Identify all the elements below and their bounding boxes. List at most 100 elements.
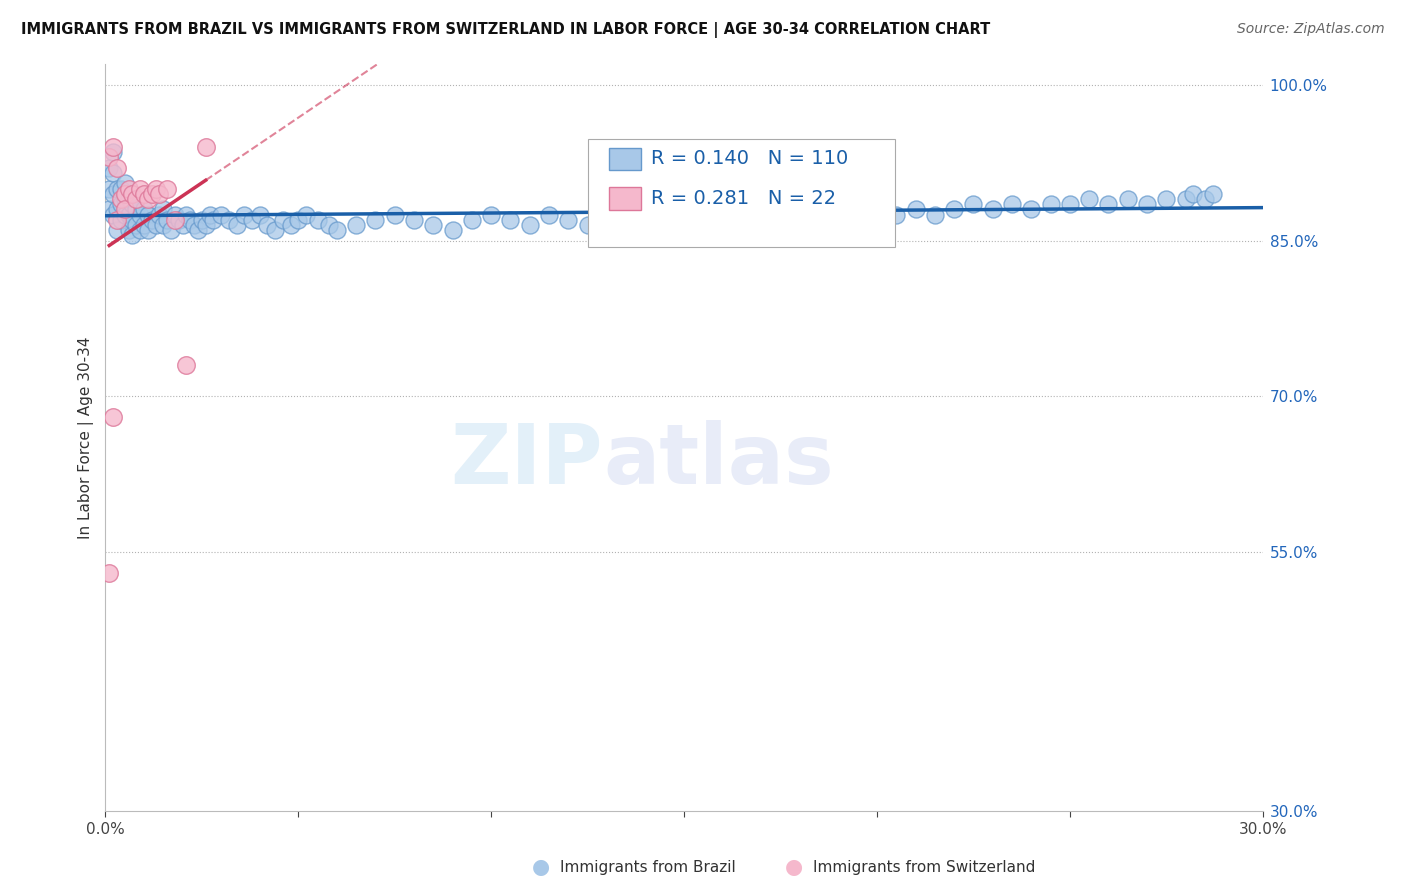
Point (98, 151, 121, 165)
Point (156, 212, 179, 227)
Point (711, 212, 734, 227)
Point (129, 208, 152, 222)
Text: ●: ● (533, 857, 550, 877)
Point (1078, 192, 1101, 206)
Point (132, 218, 155, 232)
Point (101, 186, 124, 201)
Point (249, 208, 271, 222)
Point (136, 208, 159, 222)
Point (256, 218, 278, 232)
Point (344, 218, 367, 232)
Point (176, 208, 198, 222)
Point (634, 218, 657, 232)
Point (114, 186, 136, 201)
Text: Source: ZipAtlas.com: Source: ZipAtlas.com (1237, 22, 1385, 37)
Point (209, 208, 232, 222)
Point (163, 212, 186, 227)
Point (121, 186, 143, 201)
Point (101, 166, 124, 180)
Point (121, 212, 143, 227)
Point (884, 208, 907, 222)
Text: R = 0.281   N = 22: R = 0.281 N = 22 (651, 189, 835, 208)
Point (384, 208, 406, 222)
Point (110, 197, 132, 211)
Point (98, 161, 121, 175)
Point (145, 181, 167, 195)
Point (1059, 197, 1081, 211)
Point (129, 181, 152, 195)
Point (136, 223, 159, 237)
Point (981, 202, 1004, 217)
Point (654, 208, 676, 222)
Point (117, 223, 139, 237)
Point (125, 192, 148, 206)
Point (1194, 192, 1216, 206)
Point (218, 212, 240, 227)
Point (295, 208, 318, 222)
Point (904, 202, 927, 217)
Point (98, 181, 121, 195)
Point (924, 208, 946, 222)
Text: atlas: atlas (603, 419, 834, 500)
Point (145, 218, 167, 232)
Point (866, 202, 889, 217)
Point (1201, 186, 1223, 201)
Point (198, 208, 221, 222)
Point (846, 208, 869, 222)
Point (176, 358, 198, 372)
Point (179, 212, 201, 227)
Point (769, 208, 792, 222)
Point (114, 192, 136, 206)
Text: ZIP: ZIP (450, 419, 603, 500)
Point (105, 202, 128, 217)
Point (827, 202, 849, 217)
Text: R = 0.140   N = 110: R = 0.140 N = 110 (651, 150, 848, 169)
Point (1116, 192, 1139, 206)
Point (731, 208, 754, 222)
Point (148, 208, 170, 222)
Point (194, 140, 217, 154)
Point (101, 145, 124, 160)
Point (233, 208, 256, 222)
Point (1021, 202, 1043, 217)
Point (163, 208, 186, 222)
Text: ●: ● (786, 857, 803, 877)
Point (183, 218, 205, 232)
Point (148, 186, 170, 201)
Point (673, 212, 696, 227)
Point (749, 202, 772, 217)
Point (422, 218, 444, 232)
Point (1174, 192, 1197, 206)
Point (519, 218, 541, 232)
Point (141, 212, 163, 227)
Point (225, 218, 247, 232)
Point (105, 212, 128, 227)
Point (98, 202, 121, 217)
Point (160, 223, 183, 237)
Point (191, 212, 214, 227)
Point (125, 218, 148, 232)
Point (121, 228, 143, 243)
Point (101, 208, 124, 222)
Point (240, 212, 263, 227)
Point (1039, 197, 1062, 211)
Point (962, 197, 984, 211)
Point (1182, 186, 1205, 201)
Point (136, 192, 159, 206)
Point (307, 212, 329, 227)
Point (125, 202, 148, 217)
Text: Immigrants from Brazil: Immigrants from Brazil (560, 860, 735, 874)
Point (187, 223, 209, 237)
Point (287, 212, 309, 227)
Point (1001, 197, 1024, 211)
Point (576, 218, 599, 232)
Point (105, 223, 128, 237)
Bar (609, 187, 641, 210)
Y-axis label: In Labor Force | Age 30-34: In Labor Force | Age 30-34 (79, 336, 94, 539)
Point (318, 218, 340, 232)
Point (114, 177, 136, 191)
Point (692, 208, 714, 222)
Point (101, 140, 124, 154)
Point (172, 218, 194, 232)
Point (499, 212, 522, 227)
